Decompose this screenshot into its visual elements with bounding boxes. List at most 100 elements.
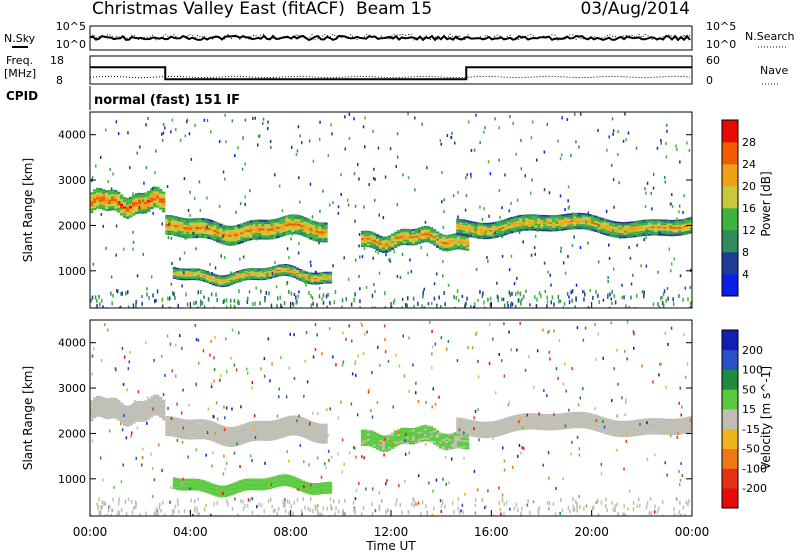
scatter-cell — [676, 217, 678, 221]
scatter-cell — [239, 257, 241, 261]
heatmap-cell — [687, 232, 691, 234]
heatmap-cell — [120, 411, 124, 415]
heatmap-cell — [450, 235, 455, 238]
heatmap-cell — [285, 434, 289, 437]
ground-scatter-cell — [200, 299, 202, 304]
heatmap-cell — [429, 240, 434, 242]
heatmap-cell — [261, 438, 265, 441]
heatmap-cell — [240, 426, 244, 429]
heatmap-cell — [111, 411, 115, 414]
heatmap-cell — [174, 419, 178, 422]
heatmap-cell — [114, 397, 118, 401]
heatmap-cell — [247, 485, 252, 487]
heatmap-cell — [669, 234, 673, 237]
heatmap-cell — [597, 223, 601, 226]
heatmap-cell — [150, 408, 154, 411]
heatmap-cell — [102, 205, 106, 208]
heatmap-cell — [387, 434, 392, 437]
ground-scatter-cell — [312, 301, 314, 306]
heatmap-cell — [310, 485, 315, 487]
scatter-cell — [617, 153, 619, 156]
heatmap-cell — [630, 228, 634, 231]
heatmap-cell — [522, 424, 526, 427]
heatmap-cell — [597, 227, 601, 230]
heatmap-cell — [108, 409, 112, 412]
heatmap-cell — [105, 192, 109, 195]
heatmap-cell — [180, 219, 184, 222]
heatmap-cell — [315, 425, 319, 428]
heatmap-cell — [138, 419, 142, 422]
heatmap-cell — [280, 272, 285, 274]
heatmap-cell — [318, 224, 322, 227]
heatmap-cell — [271, 275, 276, 277]
heatmap-cell — [411, 241, 416, 244]
heatmap-cell — [267, 233, 271, 236]
heatmap-cell — [600, 425, 604, 428]
heatmap-cell — [214, 488, 219, 490]
heatmap-cell — [183, 423, 187, 426]
heatmap-cell — [247, 488, 252, 491]
heatmap-cell — [159, 193, 163, 196]
heatmap-cell — [282, 417, 286, 420]
heatmap-cell — [381, 439, 386, 441]
scatter-cell — [441, 200, 443, 204]
heatmap-cell — [456, 225, 460, 228]
heatmap-cell — [465, 223, 469, 226]
heatmap-cell — [459, 445, 464, 447]
scatter-cell — [129, 166, 131, 170]
scatter-cell — [443, 198, 445, 202]
scatter-cell — [686, 141, 688, 145]
heatmap-cell — [309, 237, 313, 240]
scatter-cell — [525, 289, 527, 293]
heatmap-cell — [438, 238, 443, 241]
heatmap-cell — [510, 423, 514, 425]
heatmap-cell — [259, 481, 264, 483]
heatmap-cell — [552, 216, 556, 219]
heatmap-cell — [387, 439, 392, 442]
ground-scatter-cell — [517, 298, 520, 303]
heatmap-cell — [246, 433, 250, 436]
ground-scatter-cell — [148, 296, 150, 300]
scatter-cell — [426, 253, 429, 257]
heatmap-cell — [195, 235, 199, 239]
heatmap-cell — [276, 430, 280, 433]
heatmap-cell — [396, 443, 401, 446]
heatmap-cell — [195, 428, 199, 431]
heatmap-cell — [276, 437, 280, 440]
heatmap-cell — [444, 235, 449, 237]
scatter-cell — [375, 236, 378, 240]
heatmap-cell — [567, 220, 571, 223]
heatmap-cell — [684, 223, 688, 226]
heatmap-cell — [105, 400, 109, 403]
heatmap-cell — [429, 236, 434, 239]
heatmap-cell — [321, 233, 325, 236]
heatmap-cell — [135, 408, 139, 411]
heatmap-cell — [159, 207, 163, 210]
heatmap-cell — [235, 487, 240, 490]
heatmap-cell — [231, 239, 235, 242]
scatter-cell — [359, 287, 361, 291]
heatmap-cell — [286, 268, 291, 270]
heatmap-cell — [366, 440, 371, 443]
heatmap-cell — [168, 429, 172, 432]
heatmap-cell — [190, 487, 195, 490]
heatmap-cell — [603, 222, 607, 225]
heatmap-cell — [262, 479, 267, 482]
heatmap-cell — [681, 228, 685, 230]
heatmap-cell — [240, 238, 244, 241]
noise-search-label: N.Search — [745, 30, 795, 43]
heatmap-cell — [576, 426, 580, 429]
heatmap-cell — [519, 229, 523, 232]
heatmap-cell — [465, 426, 469, 429]
heatmap-cell — [531, 415, 535, 417]
ground-scatter-cell — [511, 302, 514, 307]
heatmap-cell — [223, 486, 228, 488]
heatmap-cell — [141, 209, 145, 212]
heatmap-cell — [510, 430, 514, 433]
heatmap-cell — [570, 415, 574, 418]
heatmap-cell — [228, 228, 232, 231]
heatmap-cell — [615, 223, 619, 226]
heatmap-cell — [159, 198, 163, 201]
heatmap-cell — [423, 428, 428, 431]
heatmap-cell — [328, 271, 333, 273]
